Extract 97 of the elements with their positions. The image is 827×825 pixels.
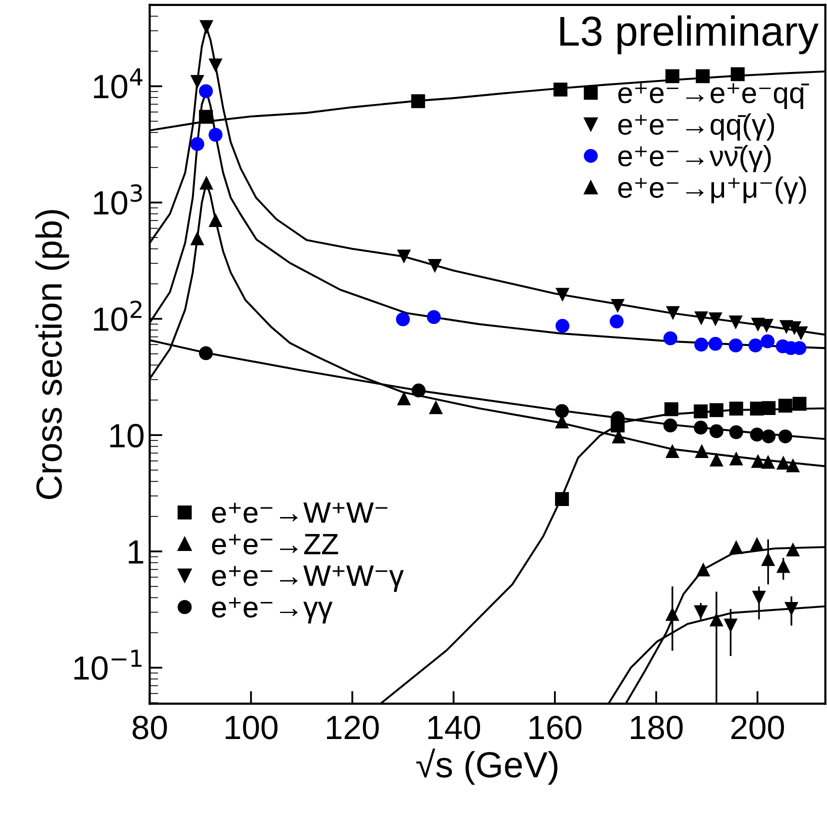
point [776,456,790,470]
point [761,552,776,566]
point [694,444,709,458]
point [761,454,776,469]
point [708,336,722,351]
point [428,258,442,273]
point [751,454,765,468]
point [198,110,213,124]
point [752,590,766,605]
point [397,250,411,264]
point [556,318,570,333]
y-tick-label: 10$^{−1}$ [74,650,142,680]
legend-label: e⁺e⁻→ZZ [212,534,338,554]
point [428,400,443,414]
point [730,67,745,82]
point [664,402,678,416]
x-tick-label: 80 [132,716,167,740]
point [750,536,764,551]
point [710,612,724,626]
x-tick-label: 100 [226,716,278,740]
point [412,384,426,398]
point [729,540,744,554]
point [190,74,204,89]
point [710,403,724,418]
point [198,84,213,98]
point [762,401,776,415]
point [694,338,708,352]
y-tick-label: 1 [128,540,144,564]
point [610,299,625,313]
legend-label: e⁺e⁻→νν̄(γ) [618,144,771,172]
point [694,311,708,326]
point [760,334,775,348]
point [556,288,570,302]
point [728,316,743,330]
point [786,542,800,556]
point [696,562,710,576]
y-axis-title: Cross section (pb) [35,210,70,499]
point [778,398,792,413]
y-tick-label: 10 [110,424,144,448]
point [199,20,214,34]
y-tick-label: 10$^{4}$ [94,68,142,98]
point [555,492,569,506]
x-tick-label: 140 [428,716,480,740]
point [426,310,441,324]
point [792,396,806,411]
y-tick-label: 10$^{3}$ [94,184,142,215]
point [208,213,222,227]
legend-label: e⁺e⁻→γγ [212,598,332,624]
point [750,428,764,442]
x-tick-label: 180 [630,716,683,740]
y-tick-label: 10$^{2}$ [94,300,142,331]
point [665,444,680,458]
point [555,404,569,418]
legend-label: e⁺e⁻→W⁺W⁻ [212,502,388,523]
x-tick-label: 160 [530,716,582,740]
point [208,58,222,72]
x-axis-title: √s (GeV) [416,748,558,785]
legend-label: e⁺e⁻→W⁺W⁻γ [212,566,404,592]
point [208,128,222,142]
legend-label: e⁺e⁻→qq̄(γ) [618,113,774,141]
point [729,452,744,466]
point [708,312,722,326]
point [776,558,790,573]
legend-label: e⁺e⁻→e⁺e⁻qq̄ [618,83,810,110]
point [397,391,411,406]
point [663,331,678,346]
point [724,618,738,633]
point [694,404,708,418]
point [728,338,743,352]
point [666,306,680,320]
point [696,69,710,84]
point [784,602,798,616]
point [198,346,213,360]
point [190,231,204,246]
point [396,312,410,326]
point [762,429,776,444]
point [710,452,724,467]
point [554,82,568,96]
point [694,420,708,435]
annotation: L3 preliminary [560,15,819,54]
point [665,69,680,84]
point [663,418,678,432]
point [710,424,724,438]
point [694,605,708,620]
point [610,314,624,328]
point [748,338,762,352]
point [190,137,204,152]
point [729,402,744,416]
point [786,458,800,472]
point [729,425,744,440]
point [778,429,792,444]
point [411,94,426,108]
point [665,606,680,621]
x-tick-label: 120 [327,716,379,740]
point [199,176,214,190]
x-tick-label: 200 [731,716,784,740]
legend-label: e⁺e⁻→μ⁺μ⁻(γ) [618,176,806,204]
